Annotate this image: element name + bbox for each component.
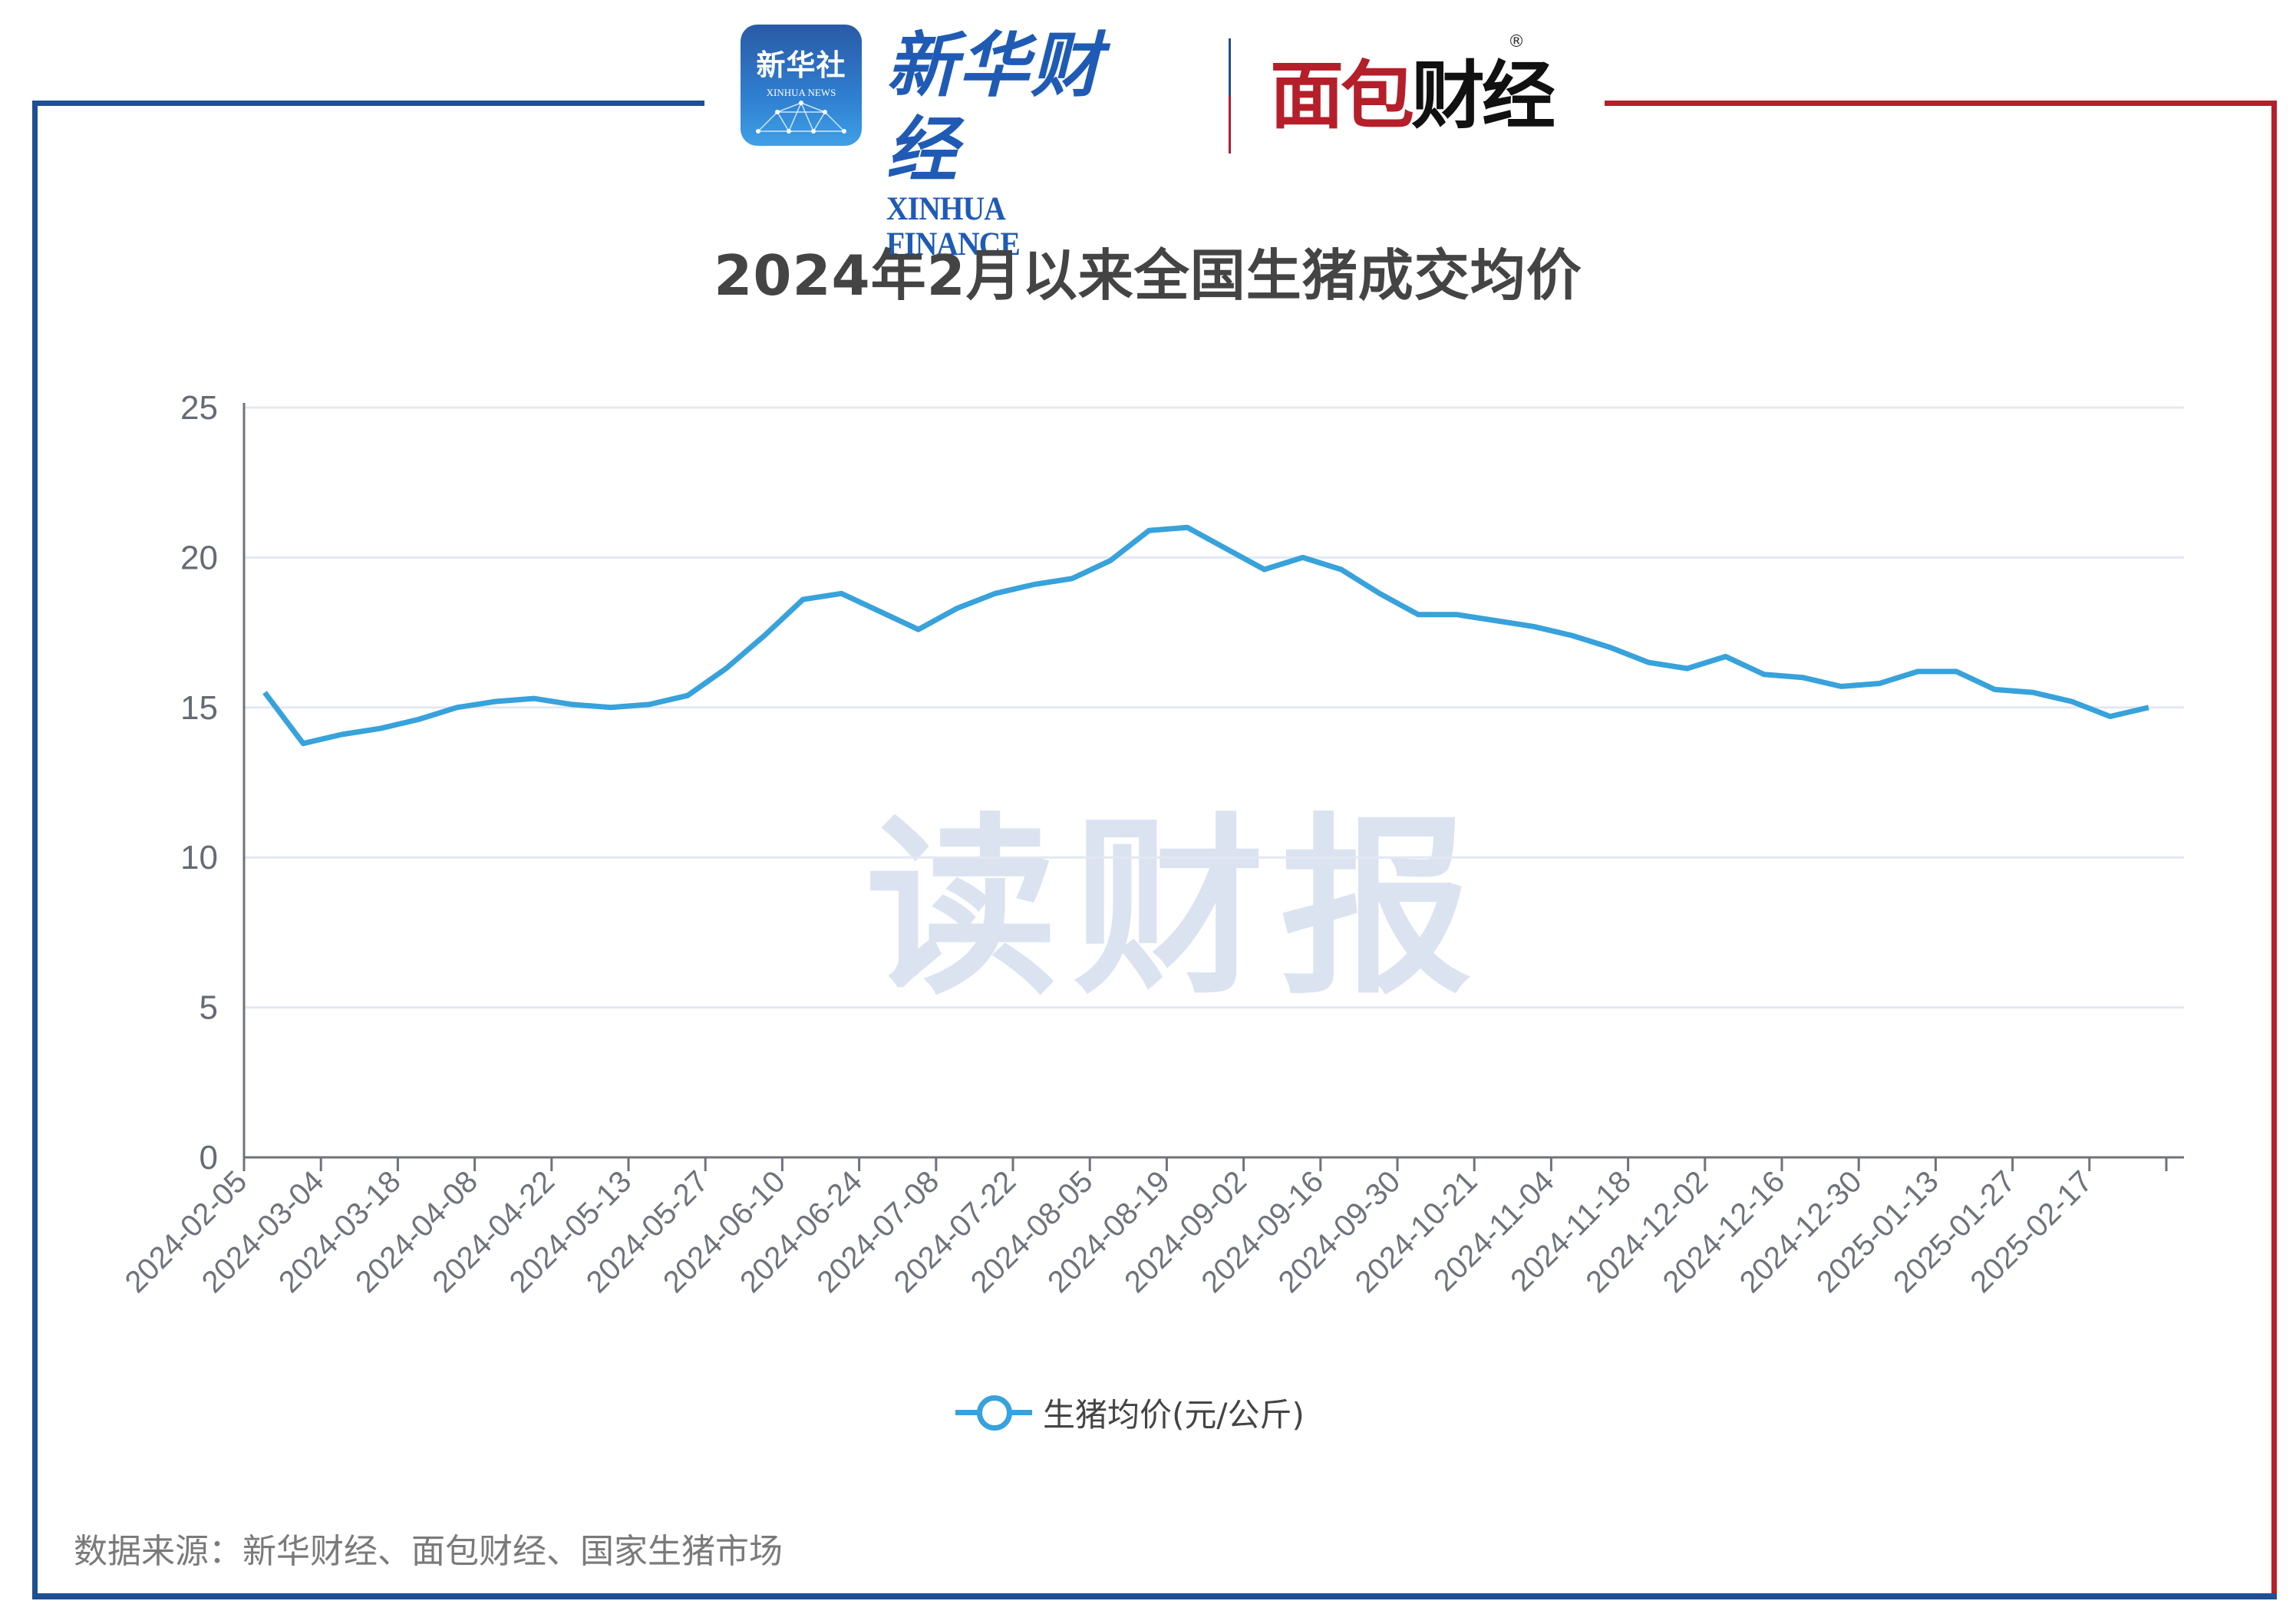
y-axis: 0 5 10 15 20 25 (180, 389, 246, 1177)
mianbao-logo-black: 财经 (1411, 53, 1555, 139)
header-logos: 新华社 XINHUA NEWS 新华财经 XINHUA FINANCE 面包财经… (741, 23, 1569, 262)
watermark: 读财报 (866, 797, 1487, 1020)
network-globe-icon (756, 101, 846, 134)
y-tick-label: 25 (180, 389, 218, 427)
xinhua-finance-cn: 新华财经 (886, 24, 1103, 191)
y-tick-label: 5 (200, 989, 218, 1027)
frame-right-border (2271, 101, 2277, 1599)
logo-divider (1229, 38, 1231, 153)
grid-lines (244, 406, 2184, 1009)
frame-top-border-red (1605, 101, 2277, 106)
series-line-pig-price (262, 524, 2149, 747)
legend-label: 生猪均价(元/公斤) (1043, 1395, 1305, 1434)
y-tick-label: 15 (180, 689, 218, 727)
y-tick-label: 0 (200, 1139, 218, 1177)
chart-title: 2024年2月以来全国生猪成交均价 (714, 243, 1582, 308)
xinhua-badge-cn: 新华社 (756, 48, 846, 82)
xinhua-news-logo: 新华社 XINHUA NEWS (741, 25, 862, 146)
xinhua-finance-logo: 新华财经 XINHUA FINANCE (886, 23, 1163, 262)
xinhua-badge-en: XINHUA NEWS (766, 87, 836, 98)
legend[interactable]: 生猪均价(元/公斤) (955, 1389, 1305, 1435)
data-source-note: 数据来源：新华财经、面包财经、国家生猪市场 (74, 1532, 783, 1571)
registered-mark: ® (1508, 32, 1525, 51)
frame-top-border-blue (32, 101, 704, 106)
x-axis: 2024-02-052024-03-042024-03-182024-04-08… (119, 1156, 2184, 1299)
y-tick-label: 10 (180, 839, 218, 876)
mianbao-finance-logo: 面包财经 (1270, 53, 1555, 139)
frame-bottom-border (32, 1593, 2277, 1599)
frame-left-border (32, 101, 38, 1599)
legend-line-circle-icon (955, 1389, 1032, 1435)
mianbao-logo-red: 面包 (1270, 53, 1414, 139)
y-tick-label: 20 (180, 539, 218, 576)
xinhua-finance-en: XINHUA FINANCE (886, 191, 1021, 262)
